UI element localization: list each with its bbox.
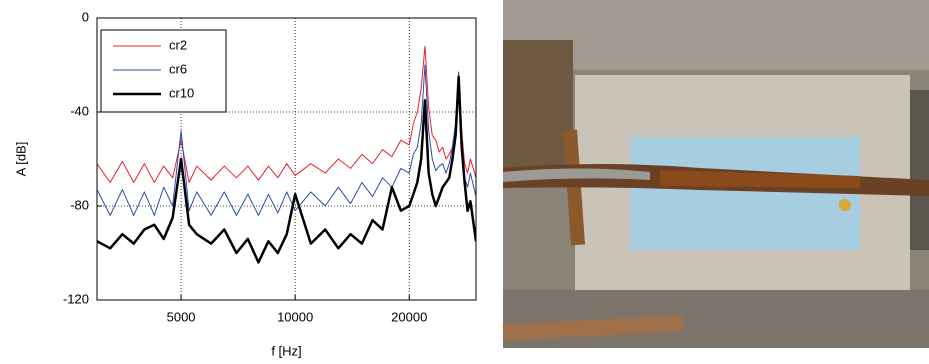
y-tick-label: 0 (82, 9, 89, 24)
legend-label: cr2 (169, 37, 187, 52)
photo (502, 0, 929, 348)
legend-label: cr10 (169, 85, 194, 100)
legend-box (100, 29, 227, 113)
legend-label: cr6 (169, 61, 187, 76)
series-line (97, 75, 476, 264)
y-tick-label: -120 (63, 291, 89, 306)
y-axis-label: A [dB] (13, 142, 28, 177)
x-axis-label: f [Hz] (271, 343, 301, 358)
chart: -120 -80 -40 0 5000 10000 20000 f [Hz] A [dB] cr2… (13, 9, 477, 358)
x-tick-label: 10000 (277, 309, 313, 324)
x-tick-label: 20000 (391, 309, 427, 324)
y-tick-label: -40 (70, 103, 89, 118)
x-tick-label: 5000 (167, 309, 196, 324)
series-line (97, 45, 476, 183)
plot-frame (96, 17, 477, 301)
y-tick-label: -80 (70, 197, 89, 212)
series-line (97, 64, 476, 216)
